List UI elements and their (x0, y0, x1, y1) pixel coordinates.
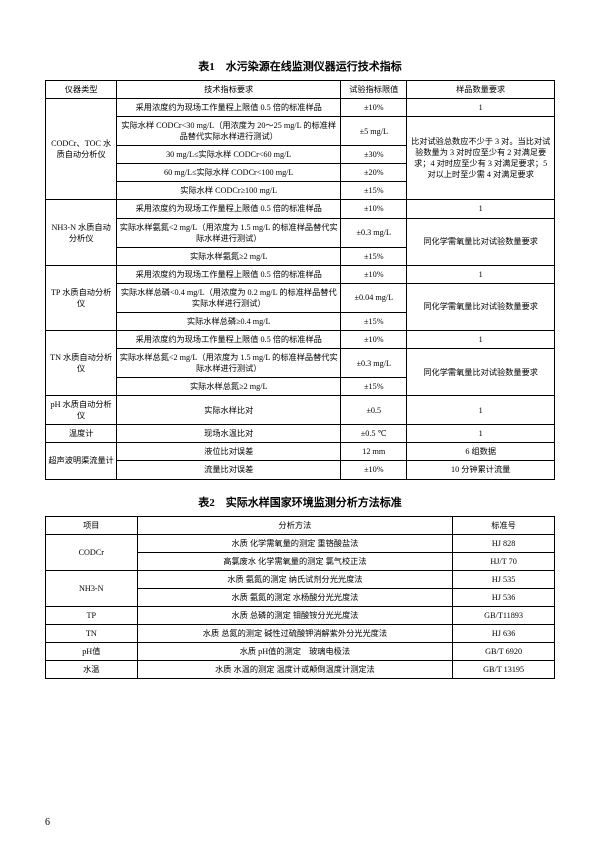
cell: 实际水样 CODCr<30 mg/L（用浓度为 20～25 mg/L 的标准样品… (117, 117, 341, 146)
tn-name: TN 水质自动分析仪 (46, 330, 117, 395)
cell: 流量比对误差 (117, 461, 341, 479)
cell: 实际水样总氮<2 mg/L（用浓度为 1.5 mg/L 的标准样品替代实际水样进… (117, 349, 341, 378)
t2-project: 水温 (46, 661, 138, 679)
cell: ±0.3 mg/L (341, 218, 407, 247)
cell: 12 mm (341, 443, 407, 461)
table2: 项目分析方法标准号 CODCr水质 化学需氧量的测定 重铬酸盐法HJ 828高氯废… (45, 516, 555, 680)
t1-h3: 试验指标限值 (341, 81, 407, 99)
nh-note: 同化学需氧量比对试验数量要求 (407, 218, 555, 265)
t2-standard: HJ/T 70 (453, 552, 555, 570)
cell: 采用浓度约为现场工作量程上限值 0.5 倍的标准样品 (117, 330, 341, 348)
us-name: 超声波明渠流量计 (46, 443, 117, 479)
t2-method: 水质 总氮的测定 碱性过硫酸钾消解紫外分光光度法 (137, 624, 453, 642)
t2-project: TP (46, 606, 138, 624)
t2-project: pH值 (46, 642, 138, 660)
nh-name: NH3-N 水质自动分析仪 (46, 200, 117, 265)
cell: 采用浓度约为现场工作量程上限值 0.5 倍的标准样品 (117, 265, 341, 283)
cell: ±10% (341, 265, 407, 283)
t2-method: 水质 氨氮的测定 水杨酸分光光度法 (137, 588, 453, 606)
temp-name: 温度计 (46, 425, 117, 443)
table1-caption: 表1 水污染源在线监测仪器运行技术指标 (45, 58, 555, 74)
cell: 实际水样 CODCr≥100 mg/L (117, 182, 341, 200)
tn-note: 同化学需氧量比对试验数量要求 (407, 349, 555, 396)
cell: 实际水样总磷<0.4 mg/L（用浓度为 0.2 mg/L 的标准样品替代实际水… (117, 283, 341, 312)
t1-h2: 技术指标要求 (117, 81, 341, 99)
t2-standard: GB/T 13195 (453, 661, 555, 679)
cell: 1 (407, 200, 555, 218)
cell: 10 分钟累计流量 (407, 461, 555, 479)
t2-standard: HJ 636 (453, 624, 555, 642)
t2-header: 分析方法 (137, 516, 453, 534)
cell: ±30% (341, 146, 407, 164)
ph-name: pH 水质自动分析仪 (46, 396, 117, 425)
t1-h1: 仪器类型 (46, 81, 117, 99)
cell: 实际水样氨氮≥2 mg/L (117, 247, 341, 265)
cell: 6 组数据 (407, 443, 555, 461)
cell: 1 (407, 396, 555, 425)
page-number: 6 (45, 817, 50, 828)
t2-method: 水质 水温的测定 温度计或颠倒温度计测定法 (137, 661, 453, 679)
cell: ±15% (341, 182, 407, 200)
table1: 仪器类型 技术指标要求 试验指标限值 样品数量要求 CODCr、TOC 水质自动… (45, 80, 555, 480)
cell: 1 (407, 99, 555, 117)
tp-name: TP 水质自动分析仪 (46, 265, 117, 330)
cell: ±5 mg/L (341, 117, 407, 146)
cell: ±0.3 mg/L (341, 349, 407, 378)
cell: 采用浓度约为现场工作量程上限值 0.5 倍的标准样品 (117, 99, 341, 117)
t2-header: 项目 (46, 516, 138, 534)
cell: ±15% (341, 312, 407, 330)
cell: ±10% (341, 200, 407, 218)
cell: ±10% (341, 461, 407, 479)
t2-standard: HJ 828 (453, 534, 555, 552)
t2-standard: HJ 535 (453, 570, 555, 588)
cell: ±0.5 (341, 396, 407, 425)
cod-note: 比对试验总数应不少于 3 对。当比对试验数量为 3 对时应至少有 2 对满足要求… (407, 117, 555, 200)
tp-note: 同化学需氧量比对试验数量要求 (407, 283, 555, 330)
cell: ±0.04 mg/L (341, 283, 407, 312)
cell: 1 (407, 330, 555, 348)
cell: 实际水样总氮≥2 mg/L (117, 378, 341, 396)
t2-project: TN (46, 624, 138, 642)
cell: ±15% (341, 378, 407, 396)
cell: ±0.5 ℃ (341, 425, 407, 443)
cell: 实际水样比对 (117, 396, 341, 425)
cell: 30 mg/L≤实际水样 CODCr<60 mg/L (117, 146, 341, 164)
t2-method: 水质 化学需氧量的测定 重铬酸盐法 (137, 534, 453, 552)
cell: 实际水样氨氮<2 mg/L（用浓度为 1.5 mg/L 的标准样品替代实际水样进… (117, 218, 341, 247)
t2-standard: GB/T11893 (453, 606, 555, 624)
cell: 60 mg/L≤实际水样 CODCr<100 mg/L (117, 164, 341, 182)
t2-method: 水质 氨氮的测定 纳氏试剂分光光度法 (137, 570, 453, 588)
table2-caption: 表2 实际水样国家环境监测分析方法标准 (45, 494, 555, 510)
cod-name: CODCr、TOC 水质自动分析仪 (46, 99, 117, 200)
t2-standard: HJ 536 (453, 588, 555, 606)
t2-method: 水质 pH值的测定 玻璃电极法 (137, 642, 453, 660)
t2-method: 高氯废水 化学需氧量的测定 氯气校正法 (137, 552, 453, 570)
cell: ±10% (341, 99, 407, 117)
cell: ±10% (341, 330, 407, 348)
t1-h4: 样品数量要求 (407, 81, 555, 99)
cell: ±20% (341, 164, 407, 182)
cell: 1 (407, 425, 555, 443)
cell: 现场水温比对 (117, 425, 341, 443)
cell: 1 (407, 265, 555, 283)
t2-project: CODCr (46, 534, 138, 570)
cell: 采用浓度约为现场工作量程上限值 0.5 倍的标准样品 (117, 200, 341, 218)
t2-project: NH3-N (46, 570, 138, 606)
cell: 实际水样总磷≥0.4 mg/L (117, 312, 341, 330)
t2-standard: GB/T 6920 (453, 642, 555, 660)
cell: 液位比对误差 (117, 443, 341, 461)
t2-header: 标准号 (453, 516, 555, 534)
t2-method: 水质 总磷的测定 钼酸铵分光光度法 (137, 606, 453, 624)
cell: ±15% (341, 247, 407, 265)
